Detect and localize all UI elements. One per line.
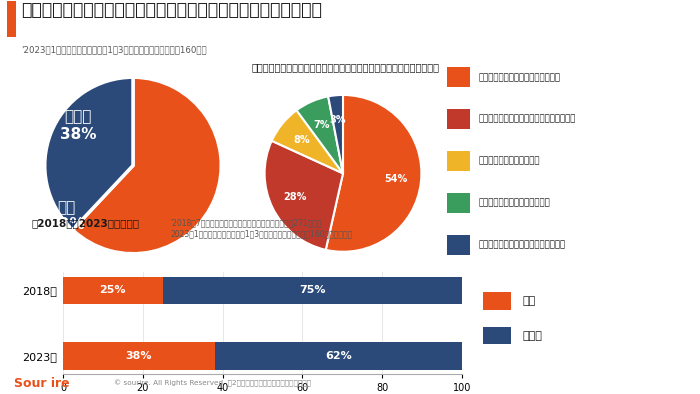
Text: 54%: 54%: [384, 174, 407, 184]
Text: 「小１の壁」で転職や離職など働き方の変更を検討しましたか？: 「小１の壁」で転職や離職など働き方の変更を検討しましたか？: [21, 1, 321, 19]
Text: '2023年1月スリール調査（小学1～3年生の子どもを持つ女性160名）: '2023年1月スリール調査（小学1～3年生の子どもを持つ女性160名）: [21, 45, 206, 54]
Bar: [483, 292, 511, 310]
Text: Sour ire: Sour ire: [14, 377, 69, 390]
Text: 退職して専業主婦／主夫になっている: 退職して専業主婦／主夫になっている: [479, 241, 566, 249]
Text: いいえ
38%: いいえ 38%: [60, 110, 96, 142]
Text: 3%: 3%: [330, 115, 346, 125]
Text: 62%: 62%: [325, 351, 351, 361]
Text: ［2018年・2023年の比較］: ［2018年・2023年の比較］: [31, 219, 139, 229]
Text: 7%: 7%: [314, 119, 330, 130]
Bar: [447, 67, 470, 87]
Bar: [447, 110, 470, 129]
Text: 8%: 8%: [293, 135, 310, 145]
Wedge shape: [73, 77, 221, 254]
Text: '2018年7月スリール調査（小学生の子どもを持つ女性271名）・
2023年1月スリール調査（小兦1～3年生の子どもを持つ女性160名）との比較: '2018年7月スリール調査（小学生の子どもを持つ女性271名）・ 2023年1…: [171, 219, 353, 238]
Wedge shape: [297, 97, 343, 173]
Text: 退職してパートタイムなどの働き方に変更: 退職してパートタイムなどの働き方に変更: [479, 115, 576, 124]
Text: 25%: 25%: [99, 285, 126, 295]
Wedge shape: [326, 95, 421, 252]
Bar: [162, 277, 462, 304]
Bar: [447, 151, 470, 171]
Bar: [7, 1, 16, 37]
Wedge shape: [265, 141, 343, 250]
Text: 同じ会社で契約形態の変更: 同じ会社で契約形態の変更: [479, 157, 540, 166]
Bar: [63, 277, 162, 304]
Bar: [447, 193, 470, 213]
Wedge shape: [328, 95, 343, 173]
Text: 38%: 38%: [125, 351, 152, 361]
Text: はい
62%: はい 62%: [48, 200, 85, 232]
Text: 同じ会社で働き方（時短等）の変更: 同じ会社で働き方（時短等）の変更: [479, 73, 561, 82]
Text: 働きやすい会社に正社員で転職: 働きやすい会社に正社員で転職: [479, 199, 551, 208]
Text: 75%: 75%: [299, 285, 326, 295]
Bar: [447, 235, 470, 255]
Wedge shape: [272, 110, 343, 173]
Text: はい: はい: [522, 296, 536, 306]
Bar: [63, 342, 215, 370]
Bar: [483, 327, 511, 344]
Text: 28%: 28%: [284, 192, 307, 202]
Wedge shape: [45, 77, 133, 230]
Text: いいえ: いいえ: [522, 331, 542, 341]
Bar: [215, 342, 462, 370]
Text: ［はいと答えた方へ｜具体的にどんな形で働き方を変更しましたか？］: ［はいと答えた方へ｜具体的にどんな形で働き方を変更しましたか？］: [252, 62, 440, 72]
Text: © sourire. All Rights Reserved. 2無断転用は禁止させていただきます。: © sourire. All Rights Reserved. 2無断転用は禁…: [114, 379, 312, 387]
